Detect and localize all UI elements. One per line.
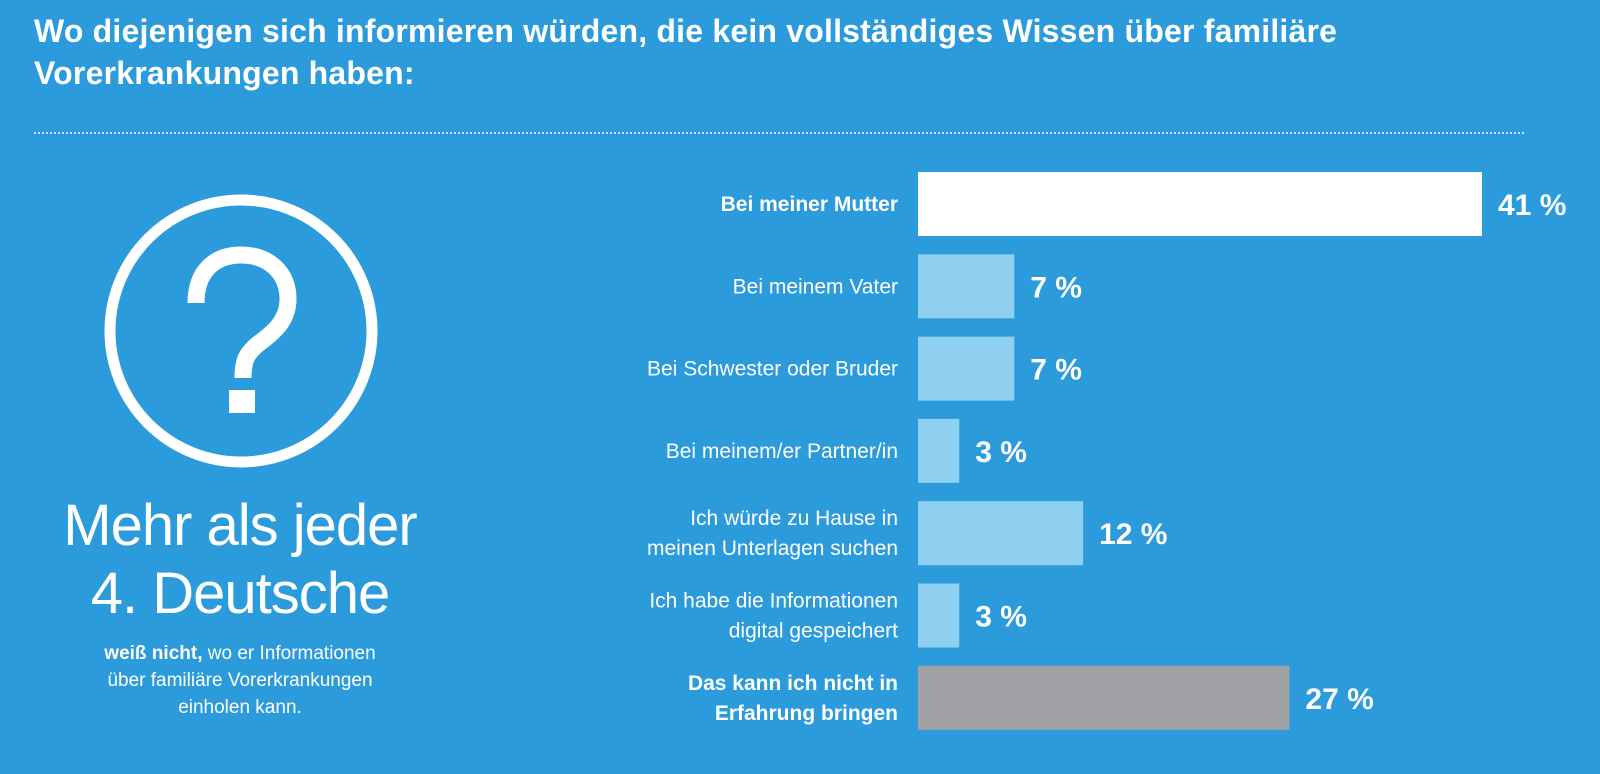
question-circle-icon xyxy=(104,194,378,468)
category-label-2: Bei Schwester oder Bruder xyxy=(647,358,898,381)
category-label-3: Bei meinem/er Partner/in xyxy=(666,440,898,463)
subtext-line3: einholen kann. xyxy=(178,697,302,718)
page-title: Wo diejenigen sich informieren würden, d… xyxy=(34,13,1338,91)
value-label-0: 41 % xyxy=(1498,189,1566,222)
headline: Mehr als jeder 4. Deutsche xyxy=(20,492,460,628)
bar-5 xyxy=(918,583,960,648)
value-label-4: 12 % xyxy=(1099,518,1167,551)
category-label-6: Das kann ich nicht in Erfahrung bringen xyxy=(688,672,898,725)
category-label-0: Bei meiner Mutter xyxy=(721,193,898,216)
headline-line1: Mehr als jeder xyxy=(63,493,417,558)
value-label-2: 7 % xyxy=(1030,354,1082,387)
category-label-1: Bei meinem Vater xyxy=(733,275,898,298)
value-label-3: 3 % xyxy=(975,436,1027,469)
subtext-line2: über familiäre Vorerkrankungen xyxy=(107,670,373,691)
headline-subtext: weiß nicht, wo er Informationen über fam… xyxy=(40,640,440,721)
bar-3 xyxy=(918,418,960,483)
bar-6 xyxy=(918,665,1290,730)
category-label-4: Ich würde zu Hause in meinen Unterlagen s… xyxy=(647,507,898,560)
headline-line2: 4. Deutsche xyxy=(90,561,391,626)
subtext-line1: weiß nicht, wo er Informationen xyxy=(40,640,440,667)
value-label-5: 3 % xyxy=(975,601,1027,634)
subtext-rest: wo er Informationen xyxy=(202,643,376,664)
bar-0 xyxy=(918,172,1482,236)
dotted-divider xyxy=(34,132,1524,134)
bar-1 xyxy=(918,254,1015,319)
bar-2 xyxy=(918,336,1015,401)
bar-4 xyxy=(918,501,1084,566)
subtext-strong: weiß nicht, xyxy=(104,643,203,664)
value-label-1: 7 % xyxy=(1030,271,1082,304)
value-label-6: 27 % xyxy=(1305,683,1373,716)
category-label-5: Ich habe die Informationen digital gespei… xyxy=(649,590,898,643)
